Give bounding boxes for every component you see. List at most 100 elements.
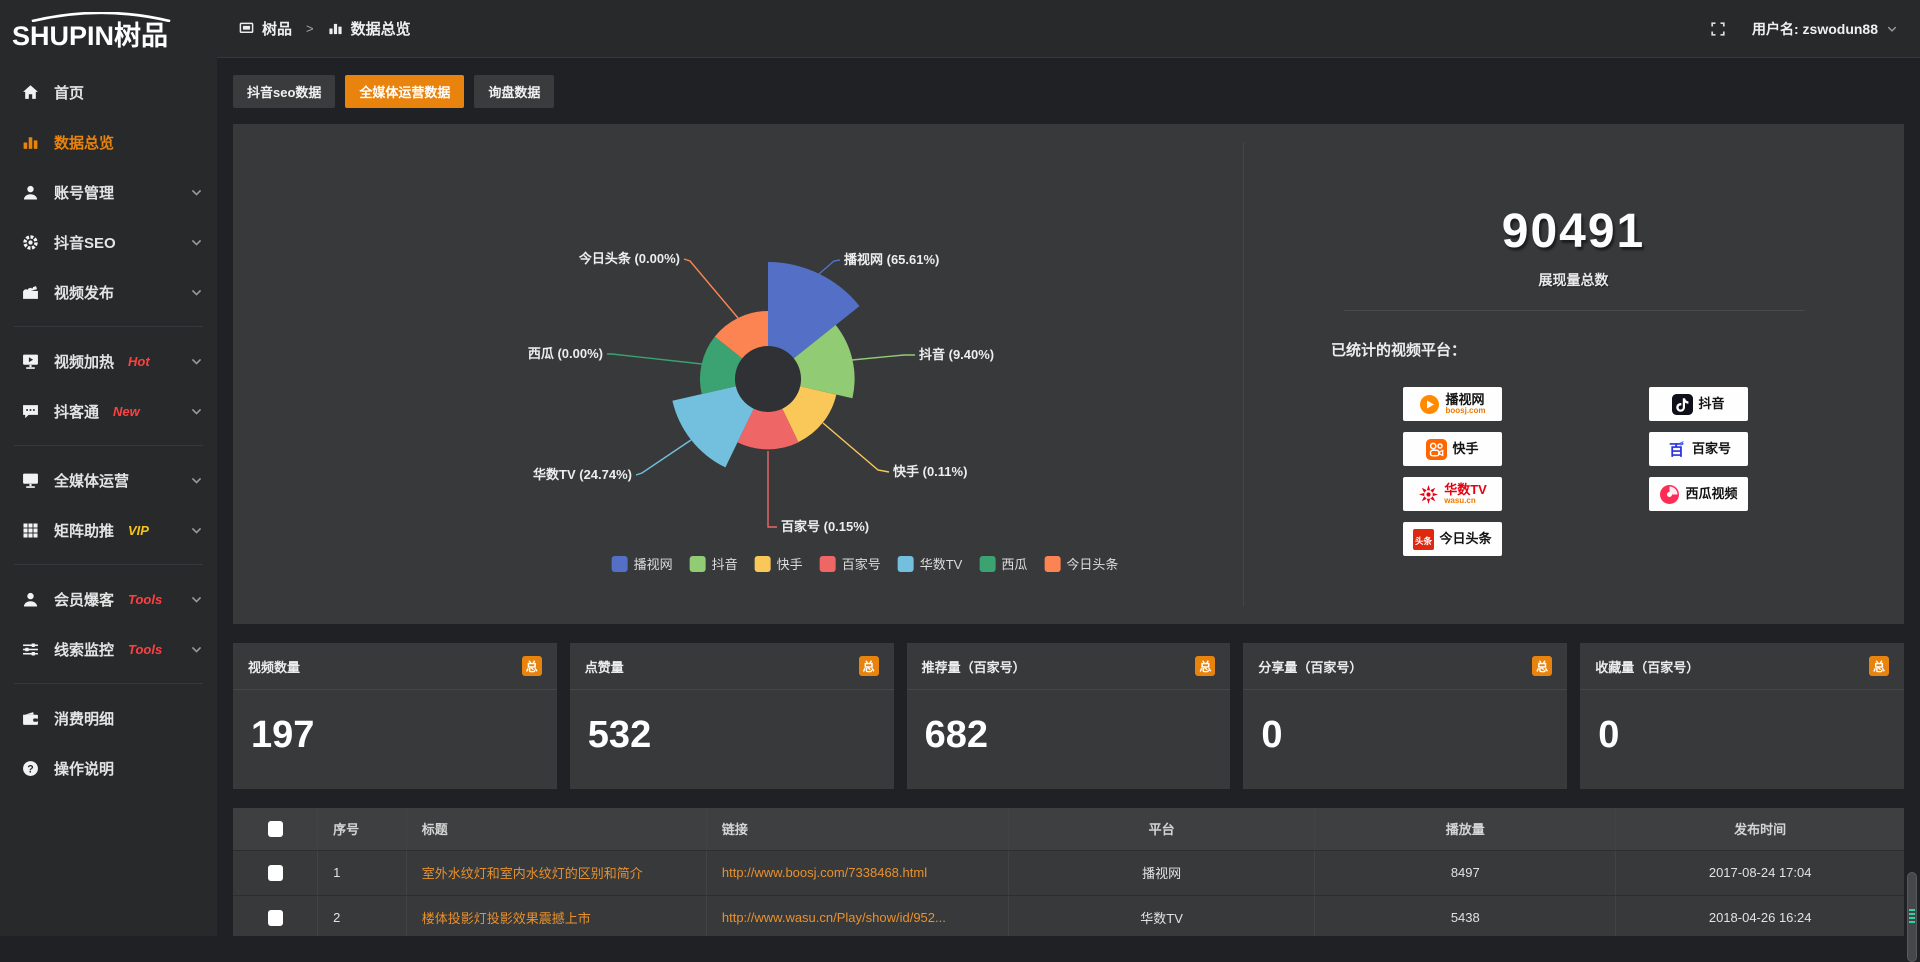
stat-card-value: 532 — [570, 690, 894, 757]
video-table: 序号标题链接平台播放量发布时间 1 室外水纹灯和室内水纹灯的区别和简介 http… — [233, 808, 1904, 936]
tab-询盘数据[interactable]: 询盘数据 — [474, 75, 554, 108]
topbar-right: 用户名: zswodun88 — [1710, 19, 1898, 39]
legend-label: 华数TV — [920, 554, 963, 573]
column-header-平台: 平台 — [1009, 808, 1315, 850]
sidebar-item-视频发布[interactable]: 视频发布 — [0, 267, 217, 317]
sidebar-item-视频加热[interactable]: 视频加热 Hot — [0, 336, 217, 386]
sidebar-item-tag: Tools — [128, 592, 162, 607]
row-platform: 华数TV — [1009, 895, 1315, 936]
sidebar-item-label: 抖客通 — [54, 401, 99, 422]
scrollbar-thumb[interactable] — [1907, 872, 1917, 962]
bar-chart-icon — [328, 21, 343, 36]
sidebar-item-操作说明[interactable]: ? 操作说明 — [0, 743, 217, 793]
sidebar-item-label: 账号管理 — [54, 182, 114, 203]
column-header-播放量: 播放量 — [1315, 808, 1616, 850]
pie-label-line — [819, 260, 840, 274]
legend-swatch-icon — [820, 556, 836, 572]
total-badge: 总 — [1195, 656, 1215, 676]
row-url-link[interactable]: http://www.wasu.cn/Play/show/id/952... — [706, 895, 1008, 936]
platform-badge-快手: 快手 — [1403, 432, 1502, 466]
column-header-序号: 序号 — [318, 808, 407, 850]
stat-cards: 视频数量 总 197 点赞量 总 532 推荐量（百家号） 总 682 分享量（… — [233, 643, 1904, 789]
legend-item-华数TV[interactable]: 华数TV — [898, 554, 963, 573]
row-checkbox[interactable] — [268, 910, 283, 926]
platform-badge-抖音: 抖音 — [1649, 387, 1748, 421]
chart-legend: 播视网 抖音 快手 百家号 华数TV 西瓜 今日头条 — [612, 554, 1119, 573]
sidebar-item-tag: Tools — [128, 642, 162, 657]
row-title-link[interactable]: 楼体投影灯投影效果震撼上市 — [406, 895, 706, 936]
sidebar-item-矩阵助推[interactable]: 矩阵助推 VIP — [0, 505, 217, 555]
platform-badge-百家号: 百 百家号 — [1649, 432, 1748, 466]
row-checkbox[interactable] — [268, 865, 283, 881]
app-logo[interactable]: SHUPIN树品 — [0, 0, 217, 57]
select-all-header — [233, 808, 318, 850]
sidebar-item-label: 视频加热 — [54, 351, 114, 372]
legend-swatch-icon — [612, 556, 628, 572]
legend-item-抖音[interactable]: 抖音 — [690, 554, 738, 573]
legend-label: 播视网 — [634, 554, 673, 573]
sidebar-item-label: 视频发布 — [54, 282, 114, 303]
vertical-divider — [1243, 142, 1244, 606]
stat-card-title: 收藏量（百家号） — [1595, 657, 1699, 676]
logo-text: SHUPIN树品 — [12, 23, 203, 50]
video-table-panel: 序号标题链接平台播放量发布时间 1 室外水纹灯和室内水纹灯的区别和简介 http… — [233, 808, 1904, 936]
sidebar-item-数据总览[interactable]: 数据总览 — [0, 117, 217, 167]
stat-card-收藏量（百家号）: 收藏量（百家号） 总 0 — [1580, 643, 1904, 789]
sidebar-item-线索监控[interactable]: 线索监控 Tools — [0, 624, 217, 674]
xigua-logo-icon — [1659, 484, 1680, 505]
pie-label-line — [852, 355, 915, 360]
sidebar-item-账号管理[interactable]: 账号管理 — [0, 167, 217, 217]
legend-swatch-icon — [1044, 556, 1060, 572]
douyin-logo-icon — [1672, 394, 1693, 415]
column-header-标题: 标题 — [406, 808, 706, 850]
toutiao-logo-icon: 头条 — [1413, 529, 1434, 550]
breadcrumb-root[interactable]: 树品 — [262, 18, 292, 39]
chevron-down-icon — [190, 643, 203, 656]
legend-item-百家号[interactable]: 百家号 — [820, 554, 881, 573]
legend-item-播视网[interactable]: 播视网 — [612, 554, 673, 573]
column-header-发布时间: 发布时间 — [1616, 808, 1904, 850]
pie-label-西瓜: 西瓜 (0.00%) — [528, 346, 603, 361]
sidebar-item-首页[interactable]: 首页 — [0, 67, 217, 117]
breadcrumb-current: 数据总览 — [351, 18, 411, 39]
total-badge: 总 — [859, 656, 879, 676]
row-time: 2017-08-24 17:04 — [1616, 850, 1904, 895]
stat-card-header: 点赞量 总 — [570, 643, 894, 690]
user-menu[interactable]: 用户名: zswodun88 — [1752, 19, 1898, 39]
baijia-logo-icon: 百 — [1666, 439, 1687, 460]
help-icon: ? — [22, 760, 39, 777]
sidebar-item-tag: New — [113, 404, 140, 419]
scrollbar-grip — [1909, 909, 1915, 925]
row-url-link[interactable]: http://www.boosj.com/7338468.html — [706, 850, 1008, 895]
chevron-down-icon — [190, 236, 203, 249]
select-all-checkbox[interactable] — [268, 821, 283, 837]
summary-divider — [1344, 310, 1804, 311]
table-row: 1 室外水纹灯和室内水纹灯的区别和简介 http://www.boosj.com… — [233, 850, 1904, 895]
sidebar-item-消费明细[interactable]: 消费明细 — [0, 693, 217, 743]
row-title-link[interactable]: 室外水纹灯和室内水纹灯的区别和简介 — [406, 850, 706, 895]
username-label: 用户名: zswodun88 — [1752, 19, 1878, 39]
legend-swatch-icon — [898, 556, 914, 572]
legend-item-今日头条[interactable]: 今日头条 — [1044, 554, 1118, 573]
tab-抖音seo数据[interactable]: 抖音seo数据 — [233, 75, 335, 108]
sliders-icon — [22, 641, 39, 658]
sidebar-item-全媒体运营[interactable]: 全媒体运营 — [0, 455, 217, 505]
platform-column-right: 抖音 百 百家号 西瓜视频 — [1649, 387, 1748, 511]
fullscreen-icon[interactable] — [1710, 21, 1726, 37]
legend-item-快手[interactable]: 快手 — [755, 554, 803, 573]
stat-card-title: 点赞量 — [585, 657, 624, 676]
sidebar-item-label: 全媒体运营 — [54, 470, 129, 491]
row-index: 2 — [318, 895, 407, 936]
legend-swatch-icon — [755, 556, 771, 572]
topbar: 树品 > 数据总览 用户名: zswodun88 — [217, 0, 1920, 58]
sidebar-item-抖客通[interactable]: 抖客通 New — [0, 386, 217, 436]
main-content: 抖音seo数据全媒体运营数据询盘数据 播视网 (65.61%)抖音 (9.40%… — [217, 58, 1920, 936]
platform-badge-华数TV: 华数TV wasu.cn — [1403, 477, 1502, 511]
platforms-title: 已统计的视频平台： — [1331, 339, 1904, 360]
sidebar-item-会员爆客[interactable]: 会员爆客 Tools — [0, 574, 217, 624]
stat-card-title: 推荐量（百家号） — [922, 657, 1026, 676]
tab-全媒体运营数据[interactable]: 全媒体运营数据 — [345, 75, 464, 108]
sidebar-item-抖音SEO[interactable]: 抖音SEO — [0, 217, 217, 267]
legend-label: 快手 — [777, 554, 803, 573]
legend-item-西瓜[interactable]: 西瓜 — [979, 554, 1027, 573]
